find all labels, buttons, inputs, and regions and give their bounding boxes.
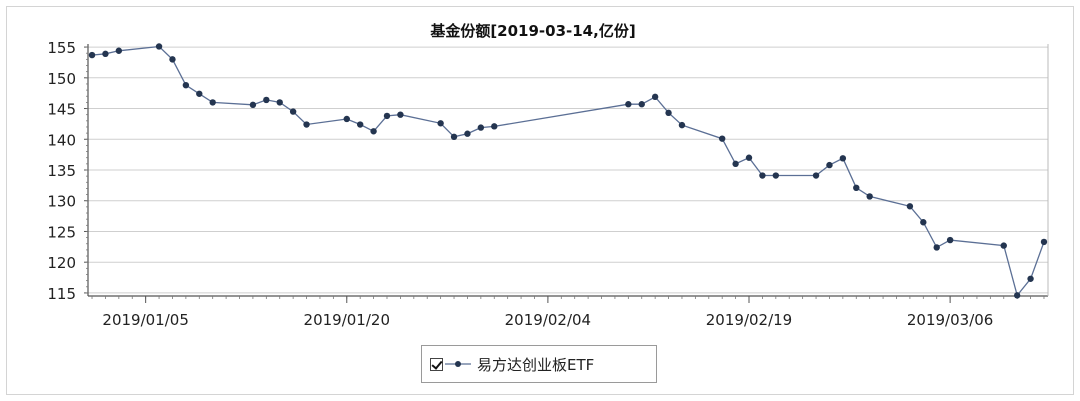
data-point: [88, 51, 96, 59]
data-point: [370, 128, 377, 135]
x-tick-label: 2019/01/05: [102, 311, 188, 329]
data-point: [169, 56, 176, 63]
data-point: [196, 90, 203, 97]
data-point: [946, 236, 954, 244]
legend-swatch-icon: [445, 361, 471, 367]
data-point: [678, 121, 686, 129]
data-point: [651, 93, 659, 101]
data-point: [289, 108, 297, 115]
legend-checkbox[interactable]: [430, 357, 443, 371]
x-tick-label: 2019/02/19: [706, 311, 792, 329]
data-point: [665, 109, 672, 117]
data-point: [115, 47, 123, 54]
data-point: [209, 99, 216, 106]
data-point: [276, 99, 283, 106]
data-point: [839, 155, 847, 162]
x-tick-label: 2019/03/06: [907, 311, 993, 329]
data-point: [356, 121, 364, 128]
data-point: [812, 172, 820, 179]
data-point: [182, 81, 190, 89]
data-point: [491, 123, 498, 130]
y-axis-ticks: 115 120 125 130 135 140 145 150 155: [47, 39, 88, 303]
data-point: [1027, 275, 1034, 282]
series-line: [91, 45, 1045, 297]
y-tick-label: 115: [47, 285, 76, 303]
data-point: [450, 133, 458, 141]
y-tick-label: 125: [47, 223, 76, 241]
legend: 易方达创业板ETF: [421, 345, 657, 383]
grid: [88, 46, 1048, 294]
data-point: [920, 219, 927, 226]
y-tick-label: 140: [47, 131, 76, 149]
data-point: [732, 160, 739, 168]
data-point: [343, 115, 350, 123]
legend-label: 易方达创业板ETF: [477, 355, 595, 374]
data-point: [866, 193, 873, 200]
data-point: [263, 96, 270, 104]
y-tick-label: 135: [47, 162, 76, 180]
series-group: [88, 43, 1048, 299]
data-point: [638, 101, 645, 108]
data-point: [397, 111, 404, 118]
y-tick-label: 150: [47, 70, 76, 88]
x-tick-label: 2019/01/20: [304, 311, 390, 329]
data-point: [906, 203, 914, 210]
data-point: [853, 184, 860, 192]
data-point: [826, 161, 833, 169]
y-tick-label: 120: [47, 254, 76, 272]
data-point: [745, 154, 753, 161]
x-tick-label: 2019/02/04: [505, 311, 591, 329]
data-point: [1040, 238, 1048, 246]
y-tick-label: 155: [47, 39, 76, 57]
data-point: [303, 121, 310, 128]
data-point: [625, 101, 632, 108]
data-point: [155, 43, 163, 50]
data-point: [759, 172, 766, 179]
y-tick-label: 130: [47, 193, 76, 211]
data-point: [1000, 242, 1007, 249]
data-point: [383, 112, 391, 120]
data-point: [477, 124, 485, 131]
chart-title: 基金份额[2019-03-14,亿份]: [429, 22, 635, 40]
data-point: [933, 244, 940, 251]
data-point: [1013, 292, 1021, 299]
data-point: [772, 172, 780, 179]
data-point: [102, 50, 109, 58]
y-tick-label: 145: [47, 101, 76, 119]
data-point: [464, 130, 471, 137]
data-point: [437, 120, 444, 127]
data-point: [249, 101, 257, 109]
data-point: [718, 135, 726, 142]
x-axis-ticks: 2019/01/05 2019/01/20 2019/02/04 2019/02/19…: [91, 296, 1045, 329]
